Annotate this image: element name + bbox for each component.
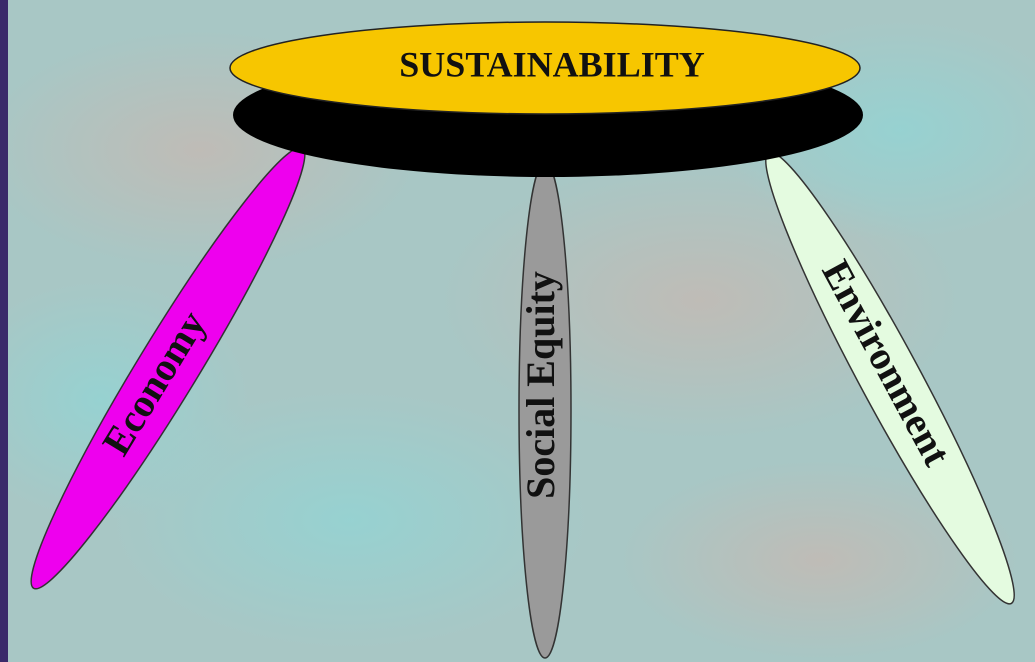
diagram: Economy Social Equity Environment SUSTAI…: [0, 0, 1035, 662]
leg-label: Social Equity: [518, 271, 563, 499]
page: Economy Social Equity Environment SUSTAI…: [0, 0, 1035, 662]
title: SUSTAINABILITY: [399, 44, 704, 84]
stool-top: SUSTAINABILITY: [230, 22, 863, 177]
leg-social-equity: Social Equity: [518, 162, 571, 658]
